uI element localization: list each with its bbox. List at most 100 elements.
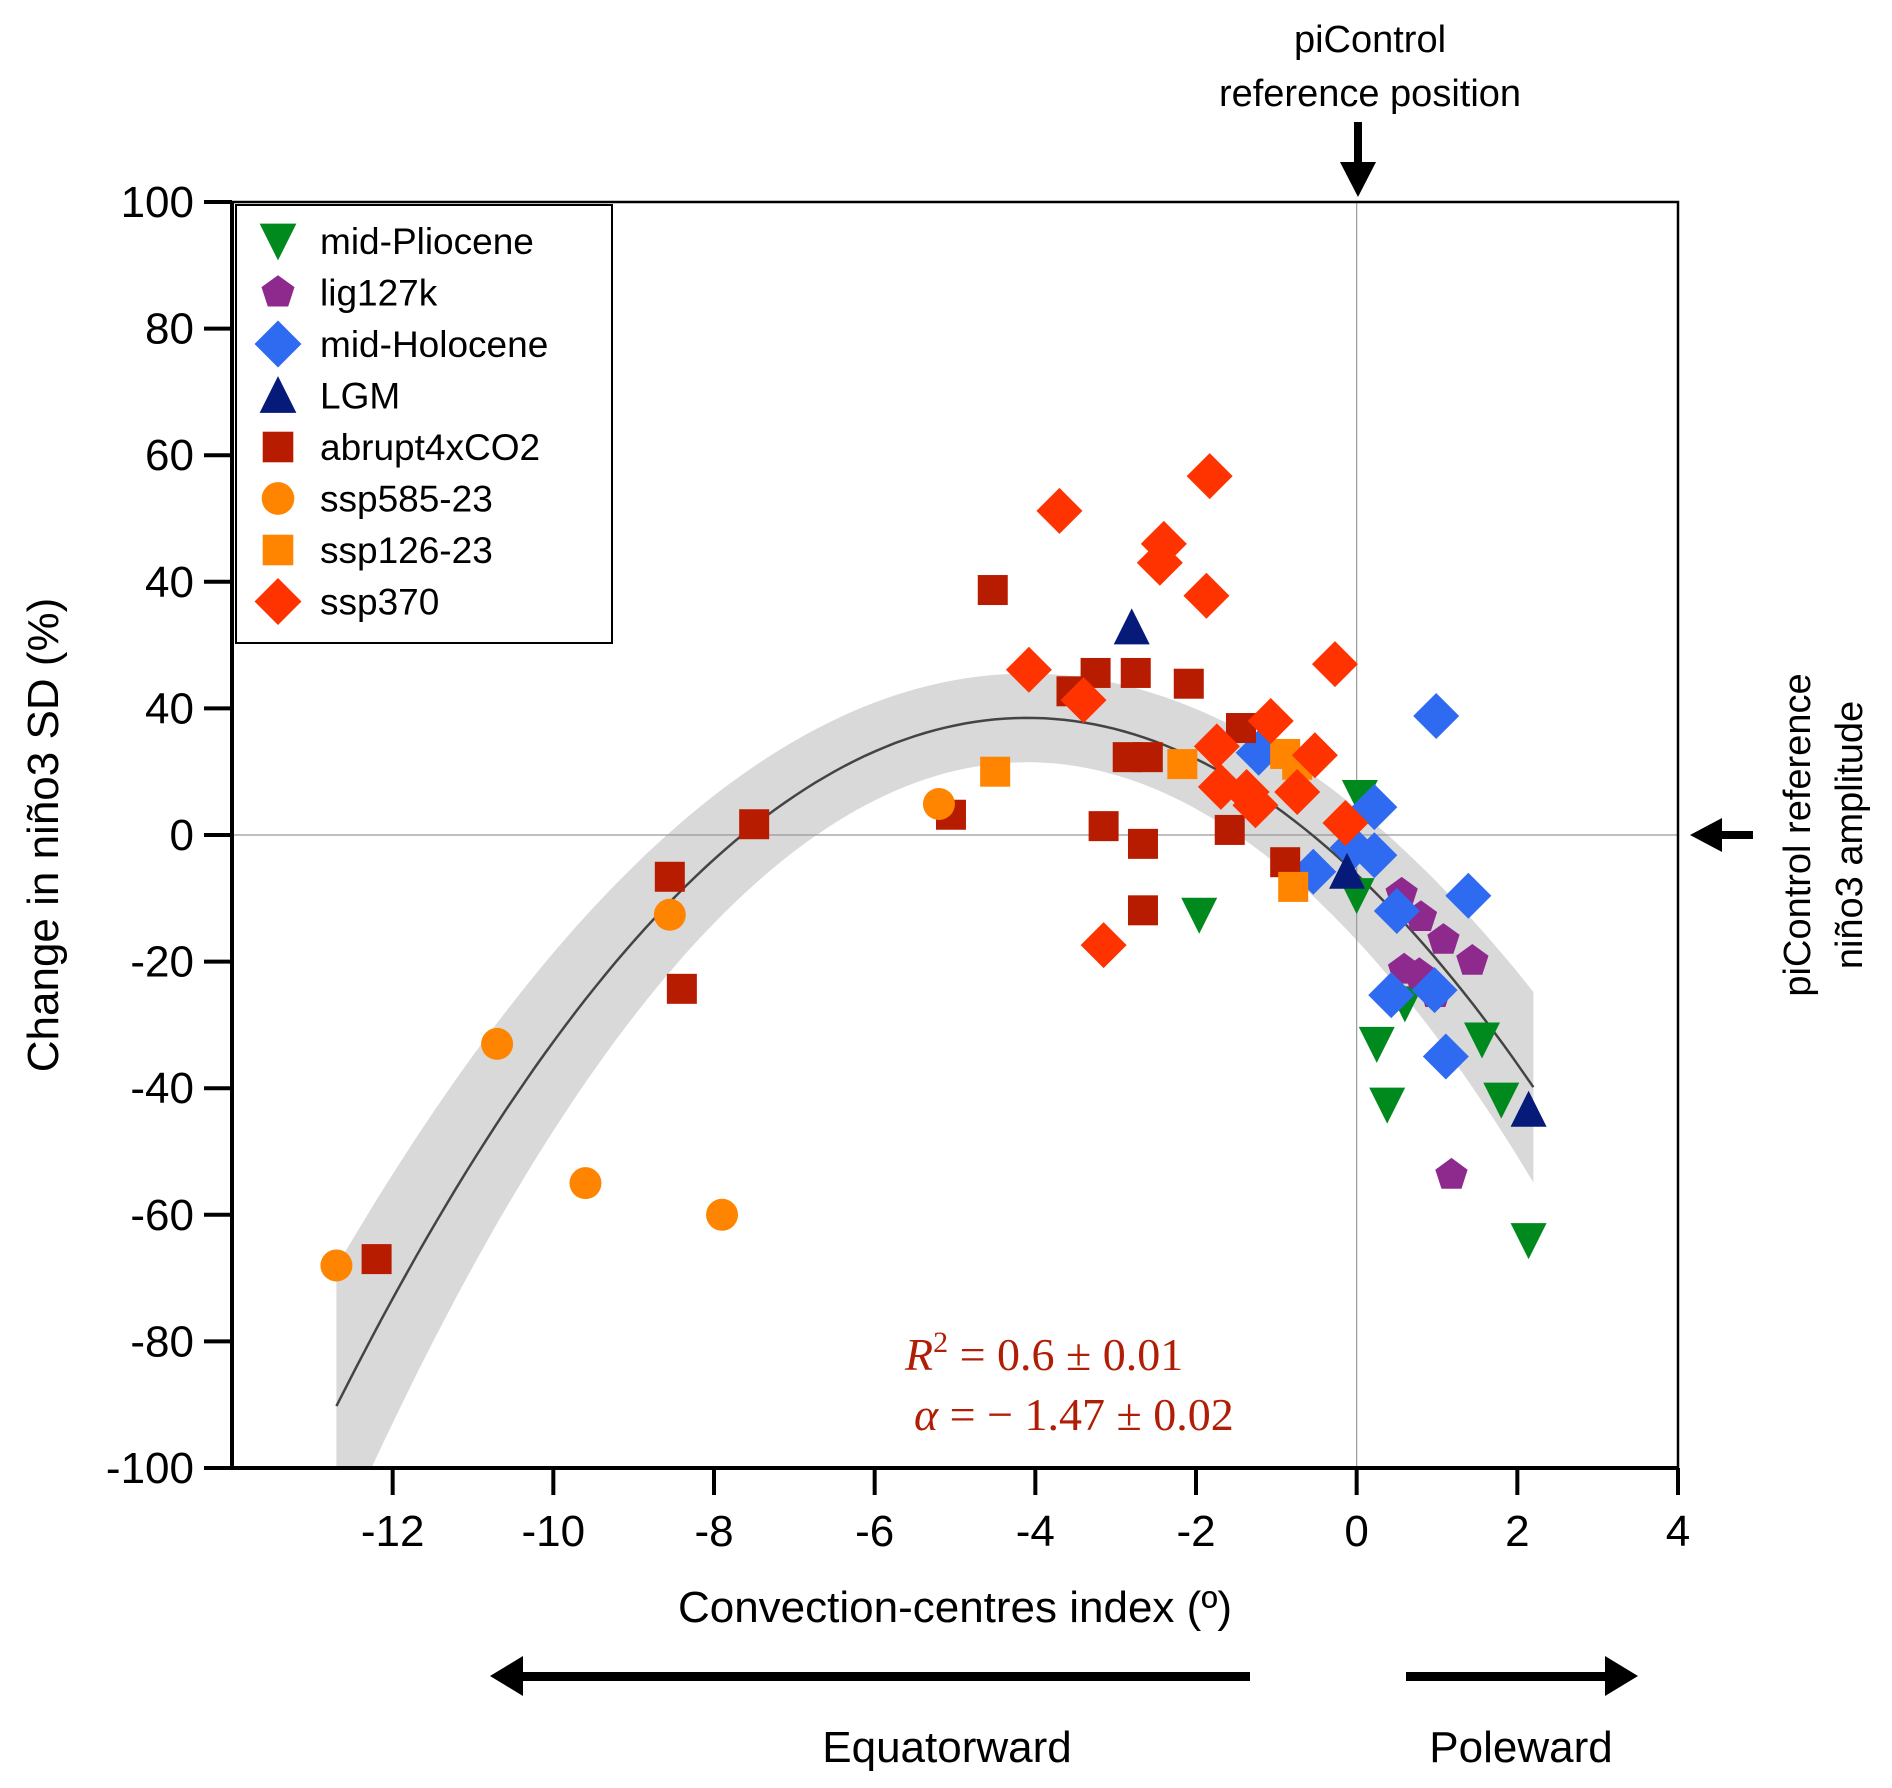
data-point	[654, 861, 685, 892]
y-tick-label: 100	[121, 178, 194, 227]
x-tick-label: -12	[361, 1507, 425, 1556]
data-point	[1463, 1022, 1500, 1059]
y-tick-label: 80	[145, 305, 194, 354]
legend-label: ssp126-23	[320, 530, 493, 571]
legend-item: ssp370	[254, 578, 439, 625]
data-point	[1036, 487, 1083, 534]
data-point	[1247, 698, 1294, 745]
series-lgm	[1113, 608, 1547, 1127]
x-tick-label: 4	[1666, 1507, 1690, 1556]
data-point	[1329, 852, 1366, 889]
legend-marker-square-icon	[262, 431, 294, 463]
legend-marker-diamond-icon	[254, 320, 302, 368]
data-point	[922, 787, 955, 820]
data-point	[1358, 1026, 1395, 1063]
r-squared-value: = 0.6 ± 0.01	[948, 1329, 1183, 1380]
y-tick-label: -20	[130, 938, 194, 987]
y-tick-label: -40	[130, 1064, 194, 1113]
legend-item: mid-Holocene	[254, 320, 548, 368]
legend-item: ssp585-23	[261, 479, 493, 520]
data-point	[1435, 1157, 1468, 1189]
y-tick-label: -60	[130, 1191, 194, 1240]
top-reference-label-line1: piControl	[1294, 19, 1446, 61]
data-point	[1113, 608, 1150, 645]
x-axis-title: Convection-centres index (º)	[678, 1583, 1232, 1632]
legend: mid-Pliocene lig127k mid-Holocene LGM abrupt…	[235, 204, 613, 644]
legend-label: lig127k	[320, 273, 438, 314]
data-point	[1186, 453, 1233, 500]
legend-label: mid-Pliocene	[320, 221, 534, 262]
data-point	[1322, 799, 1369, 846]
y-axis-ticks: 100 80 60 40 40 0 -20 -40 -60 -80 -100	[106, 178, 232, 1493]
legend-item: lig127k	[261, 273, 438, 314]
data-point	[569, 1167, 602, 1200]
data-point	[1291, 732, 1338, 779]
data-point	[1368, 972, 1415, 1019]
data-point	[1005, 646, 1052, 693]
y-tick-label: -80	[130, 1317, 194, 1366]
data-point	[1080, 922, 1127, 969]
x-tick-label: -2	[1176, 1507, 1215, 1556]
data-point	[1510, 1223, 1547, 1260]
data-point	[1373, 887, 1420, 934]
data-point	[1173, 668, 1204, 699]
data-point	[1422, 1033, 1469, 1080]
data-point	[1351, 832, 1398, 879]
data-point	[1411, 967, 1458, 1014]
data-point	[1214, 814, 1245, 845]
data-point	[1193, 723, 1240, 770]
x-axis-ticks: -12 -10 -8 -6 -4 -2 0 2 4	[361, 1468, 1690, 1556]
series-ssp585-23	[320, 787, 955, 1282]
data-point	[1181, 897, 1218, 934]
data-point	[1278, 871, 1309, 902]
data-point	[1060, 677, 1107, 724]
equatorward-label: Equatorward	[822, 1723, 1071, 1772]
legend-marker-circle-icon	[261, 482, 295, 515]
x-tick-label: -4	[1016, 1507, 1055, 1556]
legend-item: abrupt4xCO2	[262, 427, 540, 468]
r-squared-annotation: R2 = 0.6 ± 0.01	[904, 1326, 1183, 1380]
legend-marker-triangle-down-icon	[259, 223, 297, 261]
data-point	[1127, 828, 1158, 859]
y-tick-label: 60	[145, 431, 194, 480]
x-tick-label: -6	[855, 1507, 894, 1556]
fit-curve	[335, 716, 1535, 1407]
data-point	[1183, 572, 1230, 619]
legend-marker-diamond-icon	[254, 578, 302, 625]
legend-label: LGM	[320, 376, 400, 417]
data-point	[980, 756, 1011, 787]
data-point	[1369, 1087, 1406, 1124]
legend-item: ssp126-23	[262, 530, 493, 571]
poleward-arrow-icon	[1406, 1656, 1638, 1696]
legend-label: ssp585-23	[320, 479, 493, 520]
data-point	[1223, 768, 1270, 815]
right-reference-label-line1: piControl reference	[1777, 673, 1819, 996]
data-point	[1510, 1090, 1547, 1127]
r-squared-symbol: R	[904, 1329, 933, 1380]
equatorward-arrow-icon	[490, 1656, 1250, 1696]
data-point	[666, 973, 697, 1004]
legend-label: ssp370	[320, 582, 439, 623]
legend-label: abrupt4xCO2	[320, 427, 540, 468]
data-point	[977, 575, 1008, 606]
legend-marker-triangle-up-icon	[259, 376, 297, 413]
data-point	[1413, 692, 1460, 739]
data-point	[1341, 780, 1378, 817]
top-reference-label-line2: reference position	[1219, 73, 1521, 115]
alpha-symbol: α	[914, 1389, 939, 1440]
data-point	[361, 1244, 392, 1275]
data-point	[1311, 641, 1358, 688]
legend-box	[235, 204, 613, 644]
data-point	[1136, 539, 1183, 586]
x-tick-label: 0	[1344, 1507, 1368, 1556]
poleward-label: Poleward	[1429, 1723, 1612, 1772]
data-point	[1427, 923, 1460, 954]
alpha-annotation: α = − 1.47 ± 0.02	[914, 1389, 1234, 1440]
series-ssp370	[1005, 453, 1369, 969]
left-arrow-icon	[1690, 818, 1753, 852]
y-tick-label: 40	[145, 558, 194, 607]
data-point	[1445, 872, 1492, 919]
fit-confidence-band	[336, 673, 1534, 1468]
legend-item: mid-Pliocene	[259, 221, 534, 262]
